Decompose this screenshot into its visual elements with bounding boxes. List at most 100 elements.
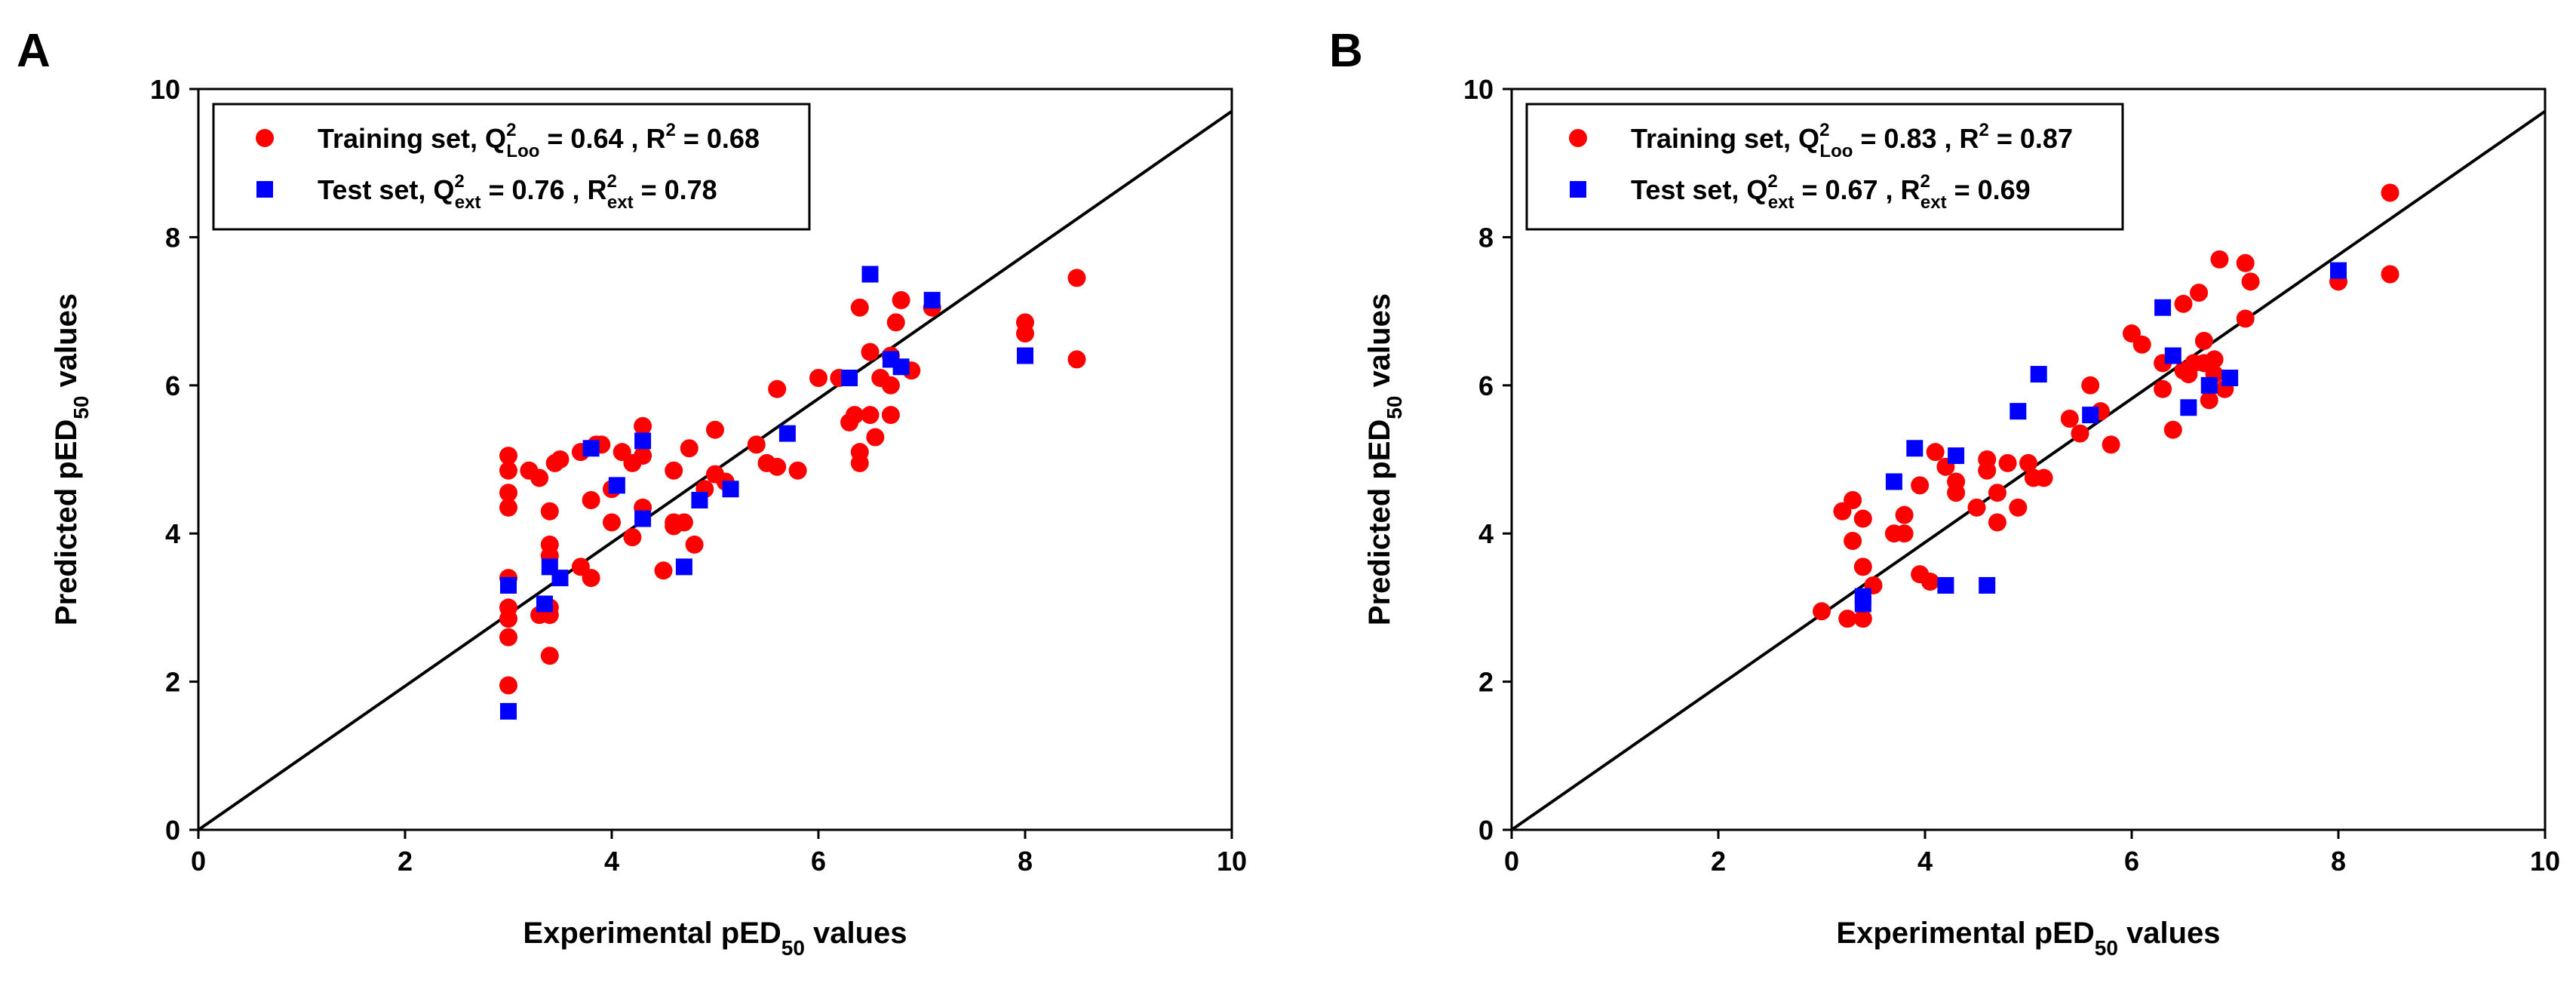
training-point — [2071, 424, 2089, 443]
training-point — [861, 406, 880, 425]
training-point — [499, 610, 517, 628]
training-point — [582, 569, 600, 588]
training-point — [1911, 476, 1930, 495]
legend-text: = 0.69 — [1947, 174, 2031, 205]
training-point — [685, 535, 704, 554]
training-point — [2241, 272, 2260, 291]
training-point — [2200, 391, 2218, 410]
test-point — [1854, 595, 1871, 613]
y-tick-label: 4 — [165, 518, 180, 549]
test-point — [1948, 447, 1965, 465]
y-axis-label-text-end: values — [1363, 293, 1396, 396]
training-point — [2132, 335, 2151, 354]
training-point — [1895, 505, 1914, 524]
x-tick-label: 4 — [1917, 846, 1933, 877]
legend-label-test: Test set, Q2 ext = 0.76 , R2 ext = 0.78 — [318, 171, 717, 213]
training-point — [747, 435, 766, 454]
training-point — [499, 628, 517, 647]
test-point — [923, 291, 941, 309]
training-point — [680, 439, 698, 458]
training-point — [2060, 409, 2079, 428]
test-point — [2180, 399, 2197, 416]
test-point — [2030, 366, 2047, 383]
y-tick-label: 2 — [1478, 667, 1494, 698]
training-point — [499, 498, 517, 517]
test-point — [2082, 407, 2099, 424]
training-point — [2381, 265, 2399, 284]
x-tick-label: 8 — [1018, 846, 1033, 877]
legend-text: = 0.76 , R — [481, 174, 606, 205]
test-series — [1854, 262, 2347, 613]
legend-superscript: 2 — [1819, 120, 1829, 140]
x-axis-label-text-end: values — [805, 917, 907, 950]
legend-text: Training set, Q — [1631, 123, 1819, 154]
test-point — [1979, 576, 1996, 594]
training-point — [540, 647, 559, 665]
y-axis-label-text: Predicted pED — [1363, 419, 1396, 625]
training-point — [674, 513, 693, 532]
legend-superscript: 2 — [607, 171, 617, 192]
y-tick-label: 8 — [1478, 222, 1494, 253]
test-point — [500, 576, 517, 594]
x-tick-label: 0 — [191, 846, 206, 877]
legend-superscript: 2 — [1979, 120, 1989, 140]
training-series — [499, 269, 1086, 695]
training-point — [1998, 453, 2017, 472]
test-point — [634, 510, 652, 527]
test-point — [551, 570, 569, 587]
y-axis-label: Predicted pED50 values — [1363, 293, 1406, 625]
x-axis-label: Experimental pED50 values — [1836, 917, 2220, 960]
x-axis-label-subscript: 50 — [781, 936, 805, 960]
training-point — [1813, 602, 1831, 621]
legend-marker-test — [256, 181, 273, 198]
x-tick-label: 2 — [1711, 846, 1726, 877]
y-axis-label: Predicted pED50 values — [50, 293, 93, 625]
legend-superscript: 2 — [1767, 171, 1777, 192]
training-point — [788, 461, 807, 480]
training-point — [768, 379, 787, 398]
test-point — [2221, 369, 2239, 386]
x-tick-label: 8 — [2331, 846, 2346, 877]
legend-text: Training set, Q — [318, 123, 506, 154]
legend-subscript: ext — [1920, 192, 1947, 213]
training-point — [845, 406, 864, 425]
x-tick-label: 6 — [811, 846, 826, 877]
y-axis-label-subscript: 50 — [69, 396, 93, 419]
training-point — [1947, 484, 1966, 502]
training-point — [2205, 350, 2224, 369]
test-point — [675, 558, 692, 576]
panel-label: B — [1329, 25, 1363, 77]
test-point — [2010, 403, 2027, 420]
training-point — [1988, 484, 2006, 502]
training-point — [499, 461, 517, 480]
training-point — [603, 513, 621, 532]
training-point — [665, 461, 683, 480]
training-point — [1926, 443, 1945, 462]
y-tick-label: 0 — [165, 815, 180, 846]
test-point — [892, 358, 910, 376]
test-point — [1937, 576, 1954, 594]
test-point — [861, 266, 879, 283]
legend-subscript: ext — [607, 192, 634, 213]
training-point — [623, 528, 642, 547]
x-axis-label-text: Experimental pED — [1836, 917, 2094, 950]
test-point — [1906, 440, 1924, 457]
test-point — [1017, 347, 1033, 364]
legend-superscript: 2 — [454, 171, 464, 192]
x-axis-label-text: Experimental pED — [523, 917, 781, 950]
y-axis-label-subscript: 50 — [1383, 396, 1406, 419]
training-point — [1920, 573, 1939, 591]
legend-text: = 0.87 — [1989, 123, 2073, 154]
plot-frame — [1510, 88, 2547, 831]
training-point — [1844, 532, 1862, 551]
training-point — [1067, 350, 1086, 369]
x-tick-label: 0 — [1504, 846, 1519, 877]
legend-box — [1525, 103, 2124, 231]
training-point — [886, 313, 905, 332]
training-point — [2174, 294, 2193, 313]
legend-superscript: 2 — [666, 120, 676, 140]
legend-box — [212, 103, 811, 231]
legend-superscript: 2 — [1920, 171, 1930, 192]
